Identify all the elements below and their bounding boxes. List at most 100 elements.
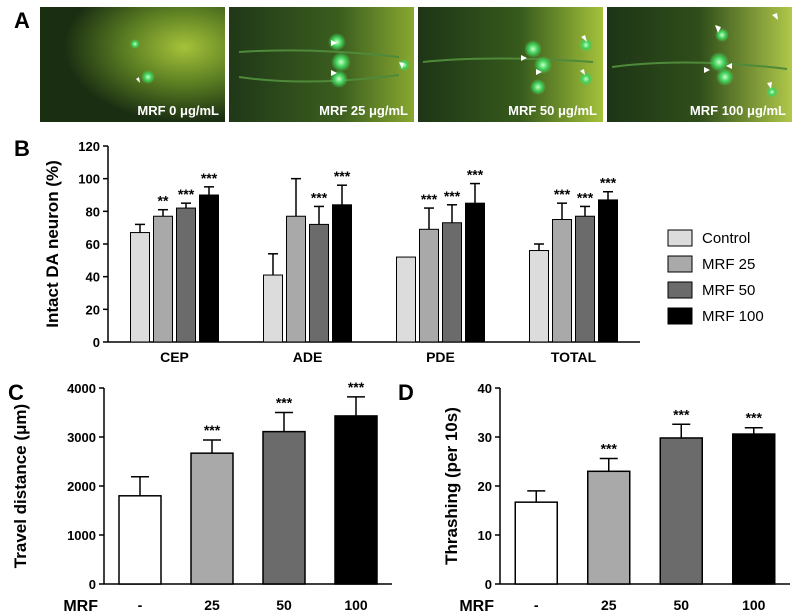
y-tick-label: 4000 — [67, 381, 96, 396]
x-tick-label: - — [138, 597, 143, 613]
y-tick-label: 3000 — [67, 430, 96, 445]
y-tick-label: 20 — [478, 479, 492, 494]
y-tick-label: 100 — [78, 172, 100, 187]
y-tick-label: 40 — [478, 381, 492, 396]
y-tick-label: 80 — [86, 204, 100, 219]
significance-label: *** — [421, 191, 438, 207]
micrograph-label: MRF 25 μg/mL — [319, 103, 408, 118]
bar — [587, 470, 631, 585]
legend-swatch — [667, 281, 693, 299]
significance-label: *** — [746, 410, 763, 426]
x-axis-label: MRF — [63, 598, 98, 613]
y-tick-label: 40 — [86, 270, 100, 285]
thrashing-bar-chart: 0 10 20 30 40 Thrashing (per 10s) - *** 25 *** 50 *… — [442, 381, 790, 613]
legend-swatch — [667, 255, 693, 273]
x-tick-label: 25 — [601, 597, 617, 613]
micrograph-label: MRF 100 μg/mL — [689, 103, 786, 118]
y-tick-label: 0 — [93, 335, 100, 350]
x-tick-label: CEP — [160, 349, 189, 365]
bar — [118, 495, 162, 585]
bar — [732, 433, 776, 585]
bar — [309, 223, 329, 343]
legend-swatch — [667, 307, 693, 325]
y-tick-label: 10 — [478, 528, 492, 543]
bar — [153, 215, 173, 343]
bar — [263, 274, 283, 343]
significance-label: ** — [158, 193, 169, 209]
y-tick-label: 2000 — [67, 479, 96, 494]
x-tick-label: PDE — [426, 349, 455, 365]
x-tick-label: ADE — [293, 349, 323, 365]
bar — [286, 215, 306, 343]
micrograph-image — [229, 7, 414, 122]
bar — [419, 228, 439, 343]
bar — [199, 194, 219, 343]
significance-label: *** — [444, 188, 461, 204]
bar — [190, 452, 234, 585]
y-axis-label: Thrashing (per 10s) — [442, 407, 461, 565]
x-axis-label: MRF — [459, 598, 494, 613]
bar — [442, 222, 462, 343]
bar — [334, 415, 378, 585]
x-tick-label: 100 — [344, 597, 368, 613]
y-tick-label: 30 — [478, 430, 492, 445]
bar — [465, 202, 485, 343]
bar — [552, 219, 572, 343]
bar — [396, 256, 416, 343]
bar — [529, 250, 549, 343]
micrograph-label: MRF 0 μg/mL — [137, 103, 219, 118]
bar — [575, 215, 595, 343]
bar — [130, 232, 150, 343]
y-tick-label: 1000 — [67, 528, 96, 543]
bar — [514, 501, 558, 585]
significance-label: *** — [348, 379, 365, 395]
micrograph-image — [418, 7, 603, 122]
legend-label: MRF 25 — [702, 256, 755, 273]
significance-label: *** — [276, 395, 293, 411]
x-tick-label: - — [534, 597, 539, 613]
significance-label: *** — [311, 189, 328, 205]
bar — [598, 199, 618, 343]
panel-letter-c: C — [8, 380, 24, 405]
y-axis-label: Travel distance (μm) — [11, 404, 30, 568]
legend-label: MRF 100 — [702, 308, 764, 325]
micrograph-mrf-100: MRF 100 μg/mL — [607, 7, 792, 122]
x-tick-label: TOTAL — [551, 349, 597, 365]
significance-label: *** — [467, 167, 484, 183]
micrograph-mrf-0: MRF 0 μg/mL — [40, 7, 225, 122]
significance-label: *** — [554, 186, 571, 202]
x-tick-label: 50 — [276, 597, 292, 613]
bar — [659, 437, 703, 585]
significance-label: *** — [334, 168, 351, 184]
bar — [332, 204, 352, 343]
significance-label: *** — [204, 422, 221, 438]
x-tick-label: 100 — [742, 597, 766, 613]
x-tick-label: 25 — [204, 597, 220, 613]
legend-swatch — [667, 229, 693, 247]
significance-label: *** — [601, 441, 618, 457]
x-tick-label: 50 — [673, 597, 689, 613]
y-axis-label: Intact DA neuron (%) — [43, 160, 62, 327]
significance-label: *** — [673, 406, 690, 422]
travel-distance-bar-chart: 0 1000 2000 3000 4000 Travel distance (μm) - **… — [11, 379, 392, 613]
panel-letter-b: B — [14, 136, 30, 161]
y-tick-label: 60 — [86, 237, 100, 252]
y-tick-label: 20 — [86, 302, 100, 317]
y-tick-label: 0 — [89, 577, 96, 592]
significance-label: *** — [201, 170, 218, 186]
y-tick-label: 120 — [78, 139, 100, 154]
significance-label: *** — [178, 186, 195, 202]
micrograph-mrf-50: MRF 50 μg/mL — [418, 7, 603, 122]
y-tick-label: 0 — [485, 577, 492, 592]
micrograph-mrf-25: MRF 25 μg/mL — [229, 7, 414, 122]
legend-label: Control — [702, 230, 750, 247]
bar — [176, 207, 196, 343]
micrograph-label: MRF 50 μg/mL — [508, 103, 597, 118]
significance-label: *** — [600, 175, 617, 191]
panel-letter-a: A — [14, 8, 30, 33]
micrograph-image — [607, 7, 792, 122]
significance-label: *** — [577, 189, 594, 205]
bar — [262, 430, 306, 585]
legend-label: MRF 50 — [702, 282, 755, 299]
